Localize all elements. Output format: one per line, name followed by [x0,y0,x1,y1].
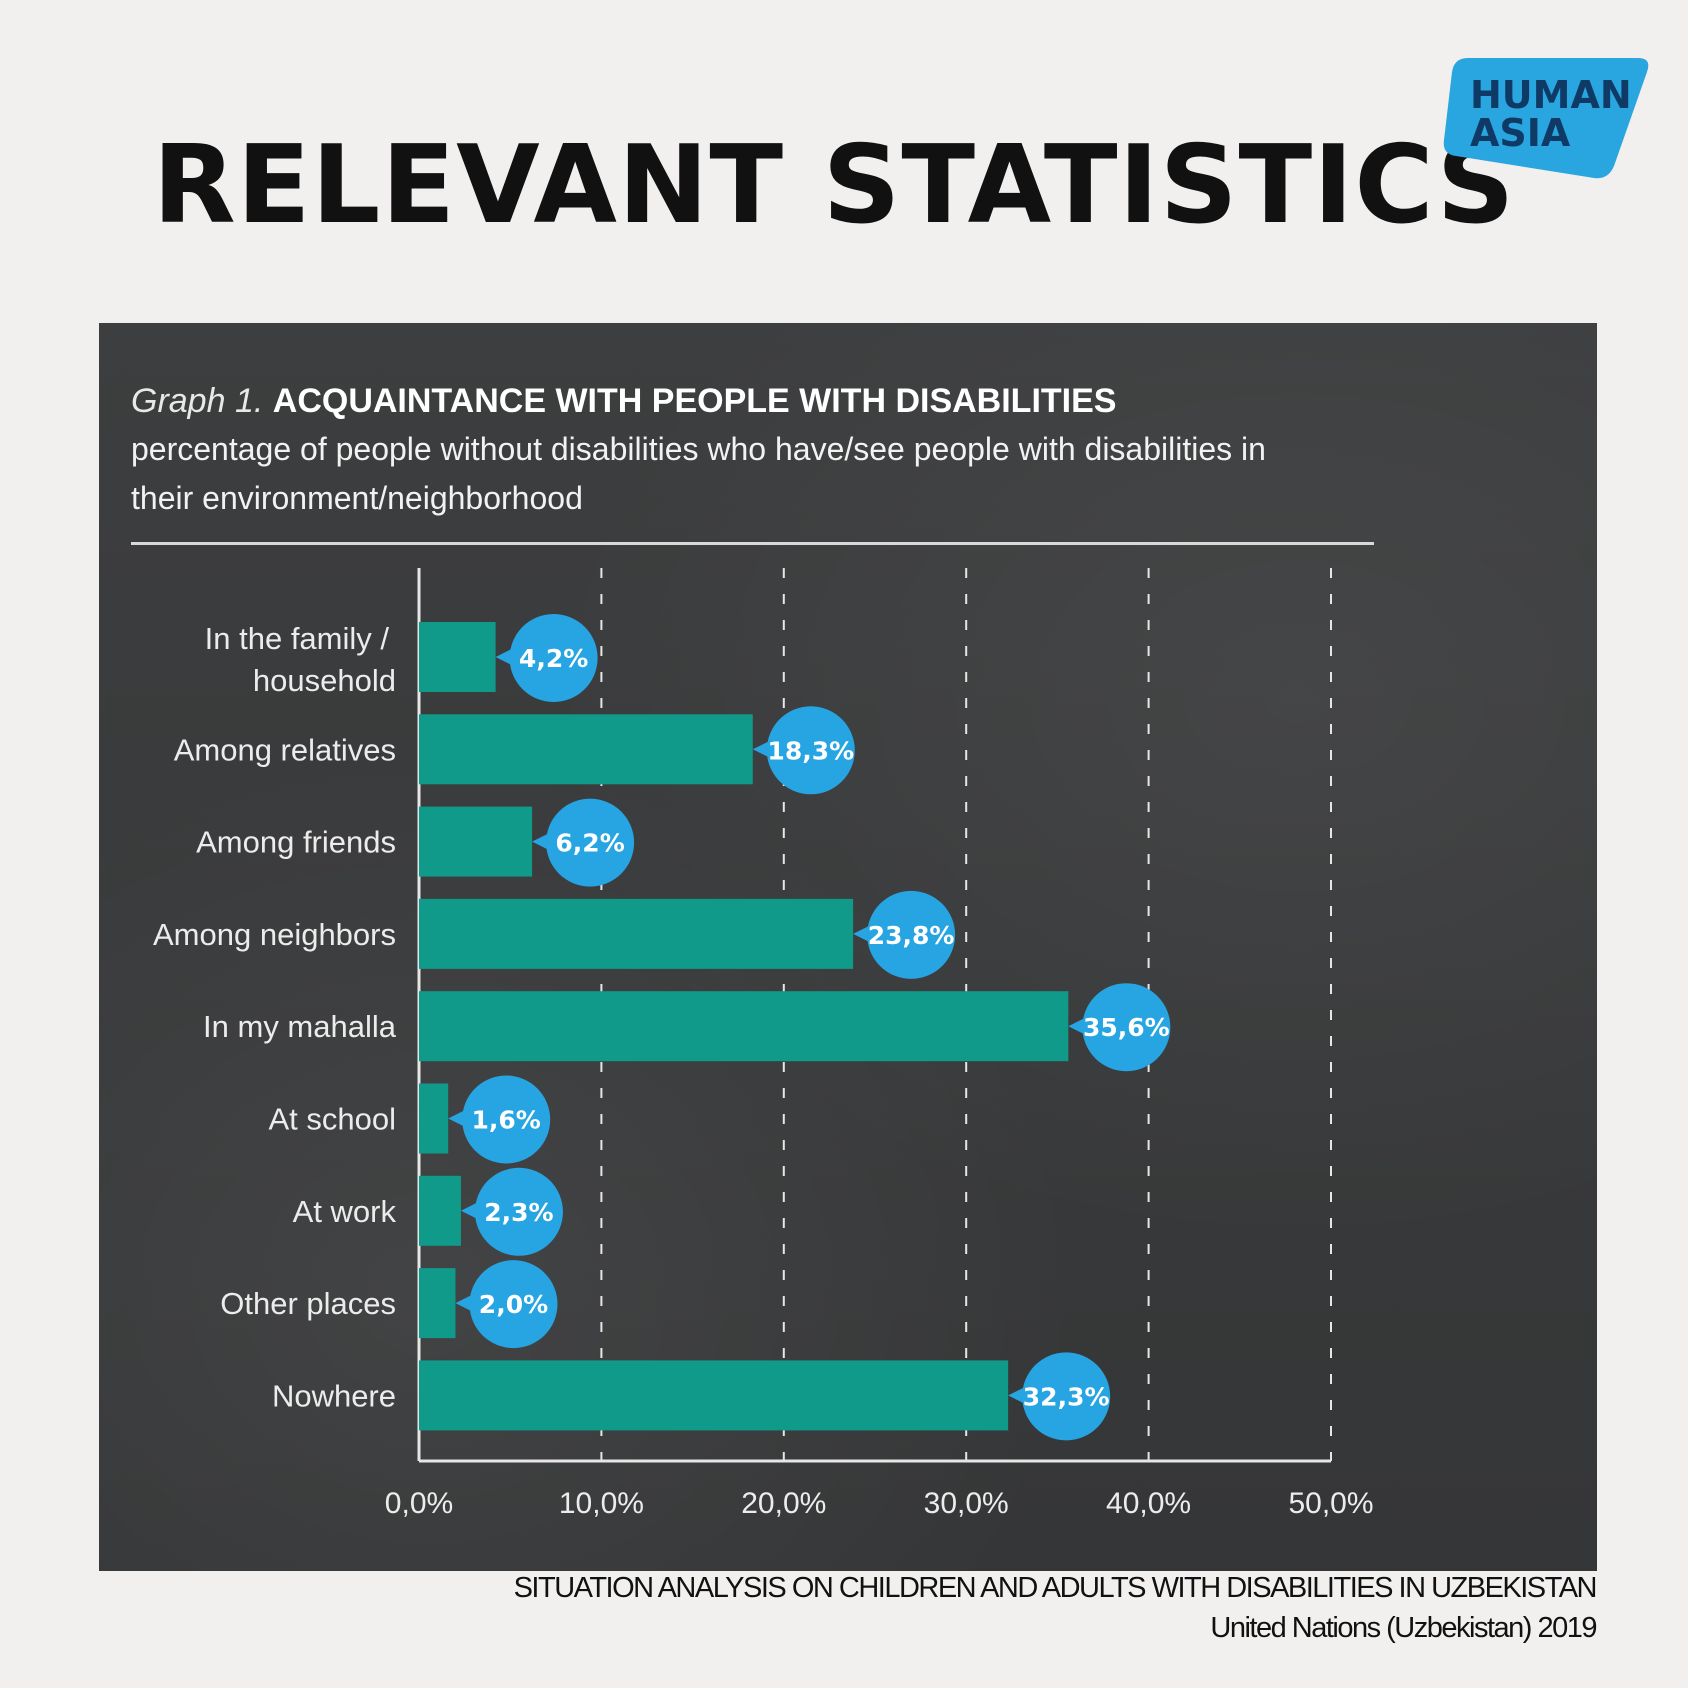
chart-panel: Graph 1. ACQUAINTANCE WITH PEOPLE WITH D… [99,323,1597,1571]
value-bubble [546,798,635,887]
value-bubble [1022,1352,1111,1441]
bar [419,1083,449,1154]
x-tick-label: 0,0% [385,1487,453,1520]
bar [419,991,1069,1062]
value-bubble [462,1075,551,1164]
logo-shape-icon [1443,58,1649,179]
heading-divider [131,542,1374,545]
value-label: 35,6% [1083,1013,1170,1042]
bar [419,806,533,877]
x-tick-label: 40,0% [1106,1487,1191,1520]
value-label: 1,6% [472,1106,541,1135]
logo-text-line2: ASIA [1470,111,1571,155]
bar [419,622,496,692]
value-bubble [1082,983,1171,1072]
category-label: At work [293,1194,397,1229]
x-tick-label: 30,0% [924,1487,1009,1520]
source-title: SITUATION ANALYSIS ON CHILDREN AND ADULT… [513,1572,1598,1604]
logo-text-line1: HUMAN [1470,73,1632,117]
category-label: Among friends [196,825,396,860]
category-label-line2: household [253,663,396,698]
bar [419,1360,1009,1431]
x-tick-label: 10,0% [559,1487,644,1520]
value-label: 18,3% [767,736,854,765]
graph-title: ACQUAINTANCE WITH PEOPLE WITH DISABILITI… [272,382,1117,420]
category-label: In the family / [205,621,390,656]
human-asia-logo: HUMAN ASIA [1438,56,1652,188]
category-label: At school [268,1102,396,1137]
category-label: Nowhere [272,1378,396,1413]
x-tick-label: 20,0% [741,1487,826,1520]
value-bubble [509,614,598,702]
value-bubble [469,1260,558,1349]
value-bubble [766,706,855,795]
x-tick-label: 50,0% [1288,1487,1373,1520]
bar [419,714,753,785]
graph-label: Graph 1. [131,382,264,420]
page-title: RELEVANT STATISTICS [152,123,1516,248]
bar [419,898,854,969]
bar-chart: 0,0% 10,0% 20,0% 30,0% 40,0% 50,0% In the fami… [153,568,1374,1520]
value-bubble [867,890,956,979]
source-organization: United Nations (Uzbekistan) 2019 [1210,1612,1597,1644]
category-label: Among relatives [174,732,396,767]
graph-subtitle: percentage of people without disabilitie… [131,431,1266,516]
bar [419,1175,461,1246]
graph-heading: Graph 1. ACQUAINTANCE WITH PEOPLE WITH D… [131,377,1431,425]
category-label: Among neighbors [153,917,396,952]
value-bubble [474,1167,563,1256]
category-label: Other places [220,1286,396,1321]
value-label: 2,0% [479,1290,548,1319]
value-label: 23,8% [868,921,955,950]
value-label: 4,2% [519,644,588,673]
value-label: 2,3% [484,1198,553,1227]
value-label: 32,3% [1023,1382,1110,1411]
bar [419,1268,456,1339]
category-label: In my mahalla [203,1009,397,1044]
value-label: 6,2% [555,829,624,858]
